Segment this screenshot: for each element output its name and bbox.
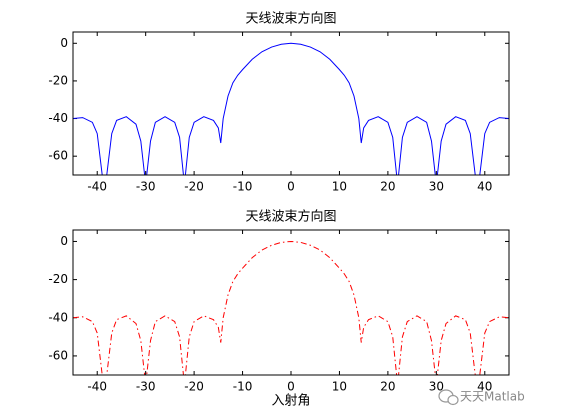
- x-tick-label: 40: [477, 380, 492, 394]
- watermark-icon: [438, 389, 459, 406]
- y-tick-label: -60: [48, 348, 68, 362]
- y-tick-label: 0: [60, 36, 68, 50]
- chart-title: 天线波束方向图: [245, 11, 336, 27]
- y-tick-label: -60: [48, 149, 68, 163]
- y-tick-label: 0: [60, 234, 68, 248]
- x-tick-label: 0: [287, 180, 295, 194]
- x-tick-label: 0: [287, 380, 295, 394]
- x-tick-label: 10: [332, 380, 347, 394]
- x-tick-label: -10: [233, 180, 253, 194]
- x-tick-label: -20: [184, 180, 204, 194]
- x-tick-label: 20: [380, 180, 395, 194]
- watermark: 天天Matlab: [460, 390, 525, 404]
- x-tick-label: 10: [332, 180, 347, 194]
- data-line: [73, 42, 509, 175]
- x-tick-label: -10: [233, 380, 253, 394]
- y-tick-label: -40: [48, 111, 68, 125]
- x-tick-label: 30: [429, 180, 444, 194]
- y-tick-label: -20: [48, 73, 68, 87]
- data-line: [73, 240, 509, 375]
- x-axis-label: 入射角: [271, 393, 310, 409]
- x-tick-label: -40: [87, 180, 107, 194]
- x-tick-label: -30: [136, 180, 156, 194]
- y-tick-label: -20: [48, 272, 68, 286]
- axes-background: [73, 32, 509, 175]
- x-tick-label: -40: [87, 380, 107, 394]
- x-tick-label: -20: [184, 380, 204, 394]
- x-tick-label: 30: [429, 380, 444, 394]
- x-tick-label: -30: [136, 380, 156, 394]
- x-tick-label: 20: [380, 380, 395, 394]
- chart-title: 天线波束方向图: [245, 209, 336, 225]
- axes-box: [72, 229, 510, 376]
- axes-background: [73, 230, 509, 375]
- axes-box: [72, 31, 510, 176]
- y-tick-label: -40: [48, 310, 68, 324]
- x-tick-label: 40: [477, 180, 492, 194]
